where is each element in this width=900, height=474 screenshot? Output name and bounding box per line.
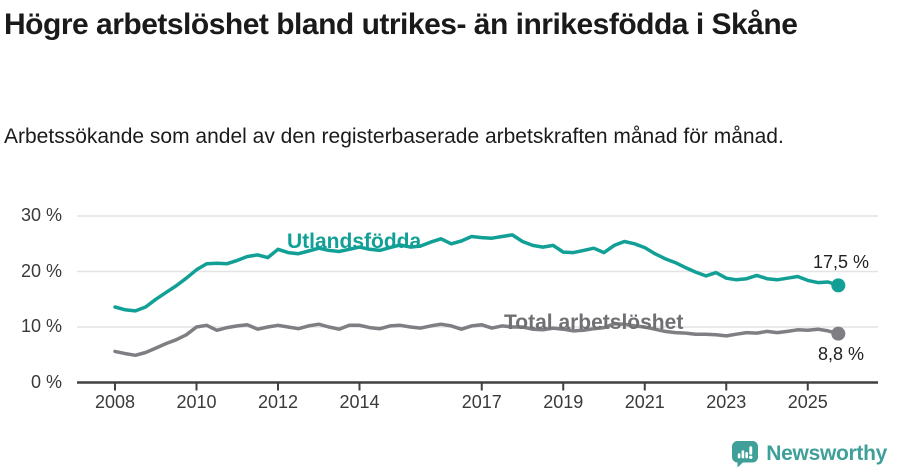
x-axis-label: 2014 (339, 392, 380, 412)
y-axis-label: 30 % (20, 205, 62, 225)
x-axis-label: 2010 (176, 392, 217, 412)
x-axis-label: 2012 (257, 392, 299, 412)
page-title: Högre arbetslöshet bland utrikes- än inr… (4, 8, 798, 41)
series-label-utlandsfodda: Utlandsfödda (287, 230, 422, 253)
x-axis-label: 2023 (706, 392, 747, 412)
end-value-label-total: 8,8 % (818, 344, 865, 364)
x-axis-label: 2008 (94, 392, 136, 412)
newsworthy-logo: Newsworthy (731, 440, 887, 468)
chart-subtitle: Arbetssökande som andel av den registerb… (4, 125, 784, 148)
y-axis-label: 20 % (20, 260, 62, 281)
x-axis-label: 2017 (461, 392, 502, 412)
x-axis-label: 2021 (624, 392, 665, 412)
y-axis-label: 0 % (30, 371, 62, 392)
y-axis-label: 10 % (20, 316, 62, 336)
x-axis-label: 2019 (543, 392, 584, 412)
newsworthy-logo-text: Newsworthy (766, 442, 887, 465)
end-value-label-utlandsfodda: 17,5 % (813, 252, 870, 272)
newsworthy-logo-icon (732, 441, 759, 468)
x-axis-label: 2025 (787, 392, 828, 412)
series-label-total-arbetsloshet: Total arbetslöshet (504, 311, 684, 334)
